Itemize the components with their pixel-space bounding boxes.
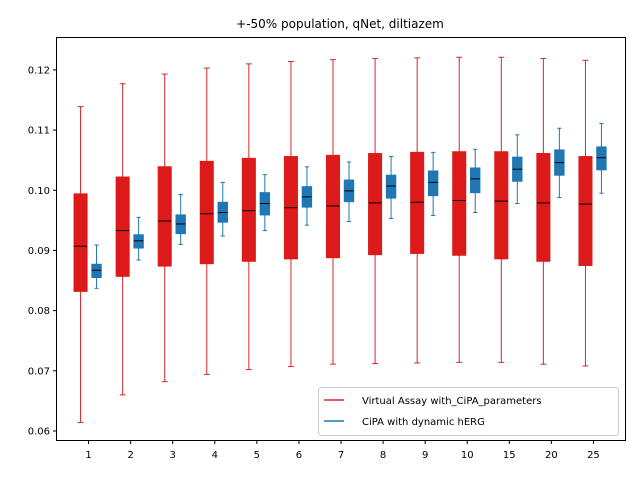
x-tick-label-4: 4 — [212, 450, 218, 461]
axes: 1 2 3 4 5 6 7 8 9 10 15 20 25 0.06 0.07 0.08 0.09 0.10 0.1… — [28, 65, 600, 461]
y-tick-label-0: 0.06 — [28, 426, 50, 437]
x-tick-label-15: 15 — [503, 450, 516, 461]
box-s0-c2 — [115, 176, 130, 277]
y-tick-label-6: 0.12 — [28, 65, 50, 76]
plot-area — [73, 56, 607, 424]
x-tick-label-2: 2 — [127, 450, 133, 461]
x-tick-label-8: 8 — [380, 450, 386, 461]
x-tick-label-20: 20 — [545, 450, 558, 461]
box-s1-c2 — [133, 234, 144, 249]
box-s0-c10 — [452, 151, 467, 256]
x-tick-label-6: 6 — [296, 450, 302, 461]
x-tick-label-25: 25 — [587, 450, 600, 461]
legend-frame — [318, 387, 619, 436]
box-s0-c1 — [73, 193, 88, 292]
y-tick-label-5: 0.11 — [28, 126, 50, 137]
x-tick-label-10: 10 — [461, 450, 474, 461]
x-tick-label-1: 1 — [85, 450, 91, 461]
legend-label-cipa-dynamic-herg: CiPA with dynamic hERG — [362, 417, 485, 428]
box-s1-c1 — [91, 263, 102, 279]
legend-label-virtual-assay: Virtual Assay with_CiPA_parameters — [362, 396, 542, 407]
box-s0-c25 — [578, 156, 593, 266]
box-s0-c7 — [325, 154, 341, 259]
y-tick-label-4: 0.10 — [28, 186, 50, 197]
box-s1-c25 — [596, 146, 607, 171]
box-s0-c8 — [368, 153, 383, 256]
y-tick-label-3: 0.09 — [28, 246, 50, 257]
legend: Virtual Assay with_CiPA_parameters CiPA … — [318, 387, 619, 436]
box-s0-c4 — [199, 160, 214, 265]
chart-title: +-50% population, qNet, diltiazem — [236, 17, 444, 31]
box-s0-c5 — [241, 157, 256, 262]
box-s0-c15 — [494, 151, 509, 260]
box-s0-c9 — [410, 151, 425, 254]
box-s1-c8 — [385, 174, 397, 199]
y-tick-label-1: 0.07 — [28, 366, 50, 377]
x-tick-label-9: 9 — [422, 450, 428, 461]
y-tick-label-2: 0.08 — [28, 306, 50, 317]
box-s1-c9 — [427, 170, 439, 197]
x-tick-label-7: 7 — [338, 450, 344, 461]
box-s0-c20 — [536, 153, 551, 262]
box-s0-c3 — [157, 166, 172, 267]
x-tick-label-3: 3 — [170, 450, 176, 461]
x-tick-label-5: 5 — [254, 450, 260, 461]
box-s1-c10 — [470, 167, 481, 194]
